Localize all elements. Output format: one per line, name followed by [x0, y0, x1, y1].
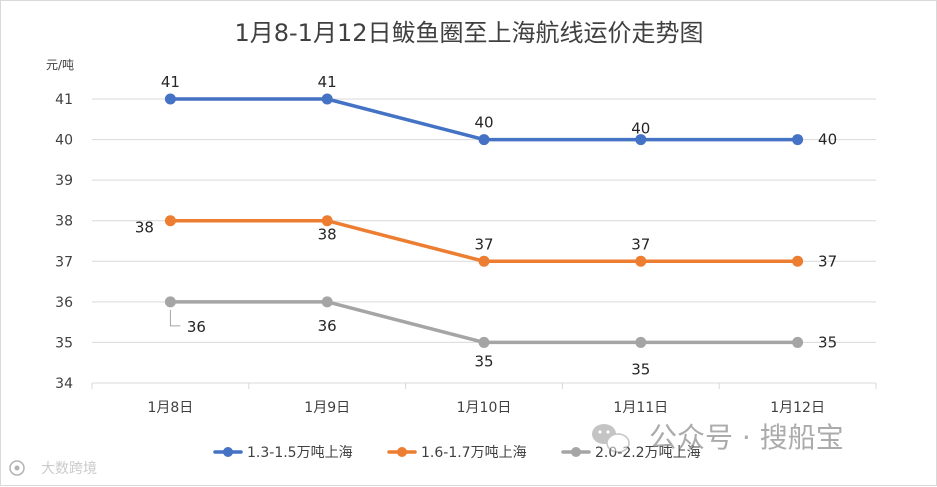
- data-point: [164, 93, 176, 105]
- data-point: [478, 336, 490, 348]
- y-tick-label: 37: [55, 254, 73, 270]
- y-tick-label: 34: [55, 376, 73, 392]
- data-label: 40: [631, 120, 650, 138]
- data-label: 40: [474, 114, 493, 132]
- data-label: 38: [318, 226, 337, 244]
- data-label: 35: [631, 360, 650, 378]
- data-point: [792, 134, 804, 146]
- data-point: [635, 255, 647, 267]
- data-label: 35: [474, 352, 493, 370]
- x-tick-label: 1月11日: [613, 400, 668, 416]
- x-tick-label: 1月12日: [770, 400, 825, 416]
- y-axis-ticks: 34 35 36 37 38 39 40 41: [55, 92, 73, 392]
- data-point: [792, 336, 804, 348]
- y-tick-label: 39: [55, 173, 73, 189]
- data-label: 41: [318, 73, 337, 91]
- legend-marker: [397, 447, 407, 457]
- data-label: 35: [818, 333, 837, 351]
- y-tick-label: 38: [55, 214, 73, 230]
- data-label: 40: [818, 131, 837, 149]
- x-tick-label: 1月8日: [147, 400, 193, 416]
- x-tick-label: 1月10日: [457, 400, 512, 416]
- data-label: 41: [161, 73, 180, 91]
- y-tick-label: 36: [55, 295, 73, 311]
- data-point: [321, 296, 333, 308]
- wechat-icon: [592, 424, 630, 453]
- y-axis-unit: 元/吨: [46, 58, 74, 72]
- data-label: 36: [187, 318, 206, 336]
- series-line: [168, 300, 800, 345]
- data-labels: 41 41 40 40 40 38 38 37 37 37 36 36 35 35 35: [135, 73, 837, 378]
- data-point: [792, 255, 804, 267]
- y-tick-label: 40: [55, 133, 73, 149]
- data-label: 36: [318, 317, 337, 335]
- legend-label: 1.6-1.7万吨上海: [421, 445, 527, 461]
- data-point: [164, 296, 176, 308]
- data-point: [321, 93, 333, 105]
- legend-marker: [571, 447, 581, 457]
- data-label-leader: [169, 309, 181, 327]
- y-tick-label: 35: [55, 335, 73, 351]
- data-point: [478, 255, 490, 267]
- data-point: [164, 215, 176, 227]
- legend-marker: [223, 447, 233, 457]
- weibo-icon: [9, 460, 25, 476]
- data-label: 38: [135, 219, 154, 237]
- chart-title: 1月8-1月12日鲅鱼圈至上海航线运价走势图: [234, 19, 703, 47]
- x-tick-label: 1月9日: [304, 400, 350, 416]
- bottom-left-watermark-text: 大数跨境: [41, 461, 97, 477]
- data-point: [321, 215, 333, 227]
- x-axis-ticks: 1月8日 1月9日 1月10日 1月11日 1月12日: [91, 383, 877, 416]
- y-tick-label: 41: [55, 92, 73, 108]
- data-point: [635, 134, 647, 146]
- data-point: [478, 134, 490, 146]
- data-label: 37: [631, 235, 650, 253]
- data-label: 37: [818, 252, 837, 270]
- series-points: [164, 93, 804, 348]
- legend-label: 1.3-1.5万吨上海: [247, 445, 353, 461]
- data-label: 37: [474, 235, 493, 253]
- wechat-watermark: 公众号 · 搜船宝: [592, 421, 844, 454]
- data-point: [635, 336, 647, 348]
- bottom-left-watermark: 大数跨境: [9, 460, 97, 477]
- wechat-watermark-text: 公众号 · 搜船宝: [649, 421, 844, 454]
